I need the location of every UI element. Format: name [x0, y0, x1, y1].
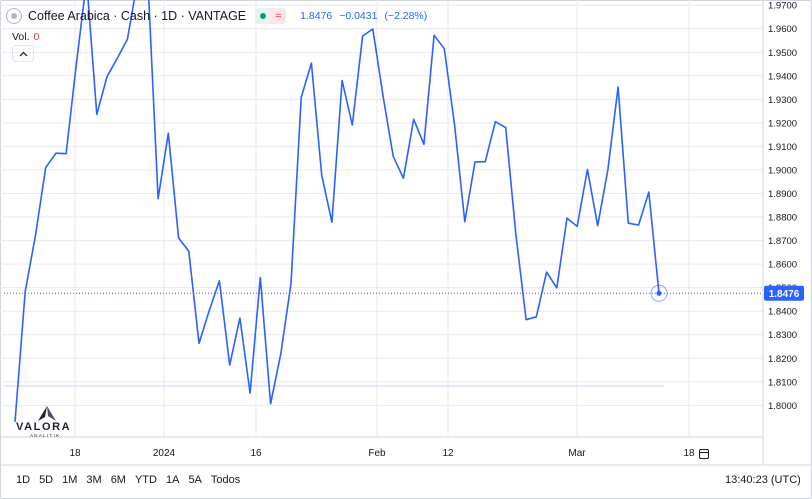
price-tick-label: 1.8100 [768, 377, 797, 388]
calendar-icon[interactable] [699, 449, 709, 459]
price-tag: 1.8476 [764, 285, 804, 301]
price-tick-label: 1.9700 [768, 1, 797, 12]
price-tick-label: 1.9200 [768, 118, 797, 129]
price-tick-label: 1.9300 [768, 95, 797, 106]
last-point-marker [656, 290, 662, 296]
range-button-todos[interactable]: Todos [210, 474, 241, 486]
price-change: −0.0431 [339, 10, 378, 22]
quote: 1.8476 −0.0431 (−2.28%) [300, 10, 431, 22]
market-open-icon [256, 8, 271, 24]
series-line [14, 0, 660, 422]
price-tick-label: 1.8300 [768, 330, 797, 341]
symbol-icon [6, 8, 22, 24]
time-tick-label: 18 [683, 448, 695, 459]
price-tick-label: 1.8600 [768, 260, 797, 271]
price-tick-label: 1.9000 [768, 165, 797, 176]
price-tick-label: 1.8000 [768, 401, 797, 412]
time-tick-label: 2024 [153, 448, 176, 459]
price-tick-label: 1.9100 [768, 142, 797, 153]
valora-logo-icon [38, 406, 56, 421]
price-tick-label: 1.8900 [768, 189, 797, 200]
range-button-1d[interactable]: 1D [16, 474, 31, 486]
data-delay-icon: ≈ [270, 8, 287, 24]
volume-label: Vol. [12, 31, 30, 43]
range-button-1m[interactable]: 1M [62, 474, 78, 486]
range-button-6m[interactable]: 6M [110, 474, 126, 486]
range-button-5d[interactable]: 5D [39, 474, 54, 486]
last-point-ring [650, 284, 668, 302]
chart-legend-header[interactable]: Coffee Arabica · Cash · 1D · VANTAGE ≈ 1… [6, 7, 431, 25]
market-status-badge[interactable]: ≈ [256, 8, 287, 24]
price-tick-label: 1.9500 [768, 48, 797, 59]
grid-lines [0, 0, 763, 437]
time-tick-label: Feb [368, 448, 386, 459]
time-tick-label: 12 [442, 448, 454, 459]
range-button-5a[interactable]: 5A [188, 474, 202, 486]
clock[interactable]: 13:40:23 (UTC) [725, 474, 801, 486]
range-button-ytd[interactable]: YTD [134, 474, 157, 486]
time-tick-label: Mar [568, 448, 586, 459]
price-tick-label: 1.8700 [768, 236, 797, 247]
collapse-chevron-icon [19, 51, 27, 56]
price-tag-value: 1.8476 [769, 289, 800, 300]
price-axis[interactable]: 1.9700 1.9600 1.9500 1.9400 1.9300 1.9200 1.91… [768, 1, 797, 412]
time-range-selector[interactable]: 1D 5D 1M 3M 6M YTD 1A 5A Todos [16, 474, 249, 486]
range-button-1a[interactable]: 1A [165, 474, 180, 486]
time-tick-label: 18 [69, 448, 81, 459]
price-tick-label: 1.8200 [768, 354, 797, 365]
logo-name: VALORA [16, 421, 72, 433]
price-tick-label: 1.9400 [768, 71, 797, 82]
time-axis[interactable]: 18 2024 16 Feb 12 Mar 18 [69, 448, 695, 459]
range-button-3m[interactable]: 3M [86, 474, 102, 486]
price-tick-label: 1.8800 [768, 213, 797, 224]
logo-tagline: ANALITIK [30, 433, 61, 438]
price-tick-label: 1.9600 [768, 24, 797, 35]
last-price: 1.8476 [300, 10, 333, 22]
valora-logo: VALORA ANALITIK [14, 406, 78, 440]
price-change-percent: (−2.28%) [384, 10, 428, 22]
price-tick-label: 1.8400 [768, 307, 797, 318]
collapse-legend-button[interactable] [12, 45, 34, 62]
volume-legend[interactable]: Vol. 0 [12, 31, 39, 43]
symbol-title[interactable]: Coffee Arabica · Cash · 1D · VANTAGE [28, 9, 247, 23]
volume-value: 0 [33, 31, 40, 43]
time-tick-label: 16 [250, 448, 262, 459]
